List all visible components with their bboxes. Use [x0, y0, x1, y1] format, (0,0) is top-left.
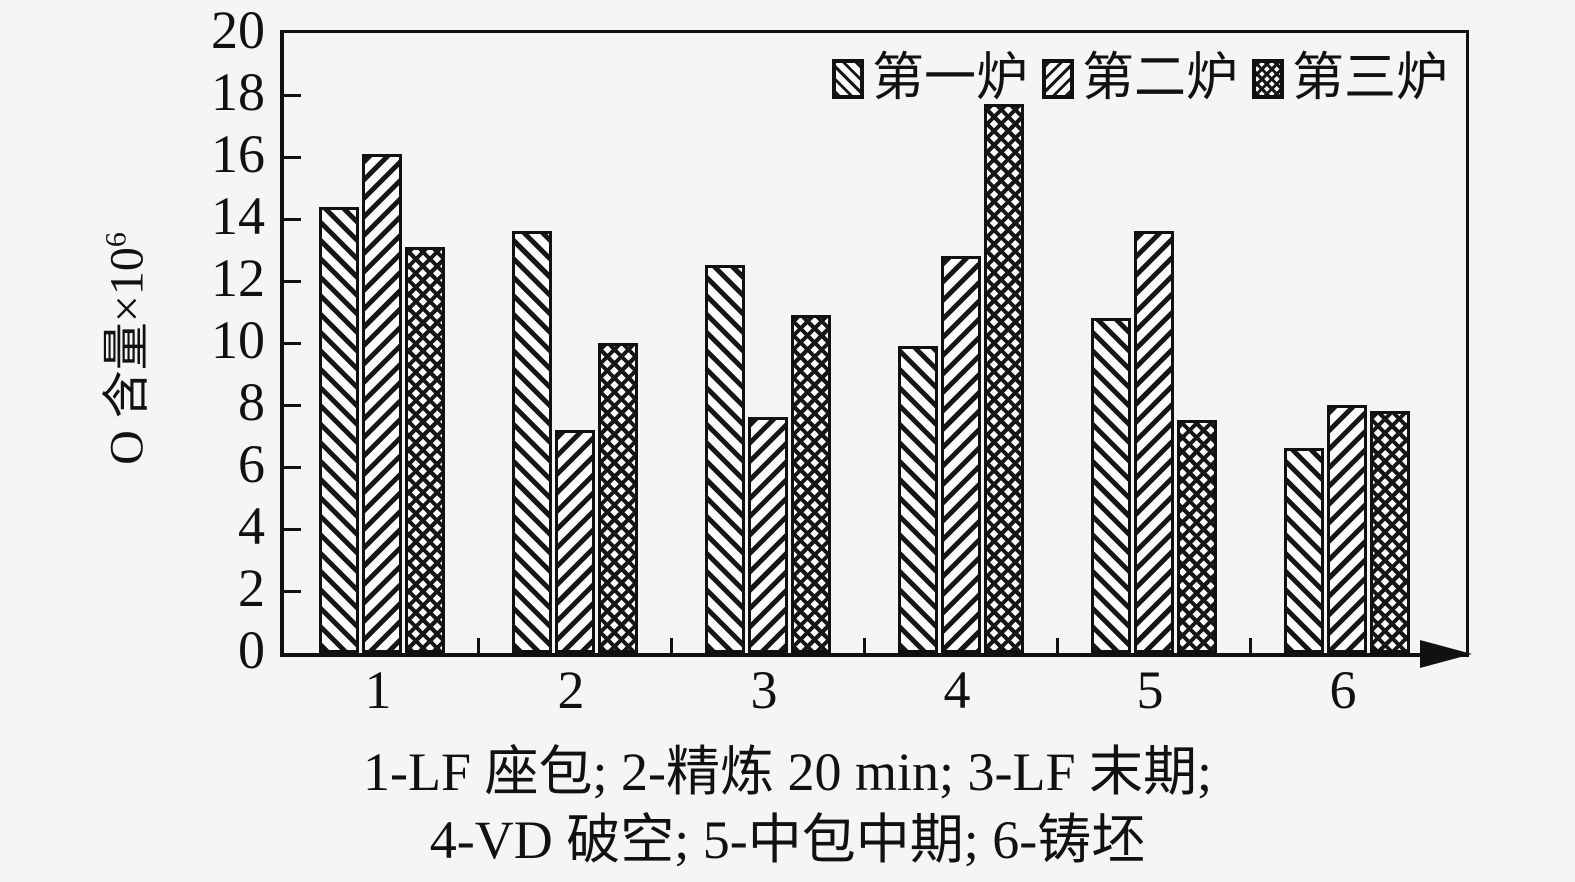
bar-第一炉-category-1 — [319, 207, 359, 653]
legend-marker-dense-crosshatch-icon — [1251, 59, 1284, 99]
y-tick-label: 2 — [238, 558, 265, 618]
y-tick — [284, 403, 301, 407]
legend-marker-diagonal-backslash-hatch-icon — [831, 59, 864, 99]
y-tick — [284, 279, 301, 283]
bar-第三炉-category-6 — [1370, 411, 1410, 653]
legend-label: 第一炉 — [871, 50, 1028, 107]
y-tick — [284, 465, 301, 469]
x-tick — [1056, 638, 1059, 653]
y-tick-label: 14 — [211, 186, 265, 246]
y-tick-label: 20 — [211, 0, 265, 60]
x-category-label: 2 — [557, 660, 585, 720]
x-tick — [670, 638, 673, 653]
y-tick — [284, 589, 301, 593]
y-tick-label: 12 — [211, 248, 265, 308]
y-tick — [284, 93, 301, 97]
y-tick — [284, 527, 301, 531]
bar-第二炉-category-1 — [362, 154, 402, 653]
bar-第三炉-category-5 — [1177, 420, 1217, 653]
x-category-label: 1 — [364, 660, 392, 720]
x-axis-arrow-icon — [1420, 640, 1472, 668]
legend-item-3: 第三炉 — [1251, 50, 1448, 107]
bar-第二炉-category-4 — [941, 256, 981, 653]
legend-label: 第二炉 — [1081, 50, 1238, 107]
bar-第三炉-category-1 — [405, 247, 445, 653]
caption-line-1: 1-LF 座包; 2-精炼 20 min; 3-LF 末期; — [363, 742, 1212, 802]
legend: 第一炉 第二炉 第三炉 — [831, 50, 1448, 107]
x-category-label: 4 — [943, 660, 971, 720]
y-axis-title-text: O 含量×10 — [100, 247, 154, 465]
bar-第三炉-category-2 — [598, 343, 638, 653]
bar-第一炉-category-2 — [512, 231, 552, 653]
bar-第一炉-category-5 — [1091, 318, 1131, 653]
x-category-label: 3 — [750, 660, 778, 720]
y-tick-label: 4 — [238, 496, 265, 556]
bar-第三炉-category-4 — [984, 104, 1024, 653]
bar-第二炉-category-2 — [555, 430, 595, 653]
plot-area: 第一炉 第二炉 第三炉 — [280, 30, 1472, 668]
legend-label: 第三炉 — [1291, 50, 1448, 107]
y-axis-title-exponent: 6 — [99, 232, 133, 248]
caption-line-2: 4-VD 破空; 5-中包中期; 6-铸坯 — [429, 810, 1146, 870]
y-tick-label: 8 — [238, 372, 265, 432]
y-tick-label: 6 — [238, 434, 265, 494]
y-tick-label: 0 — [238, 620, 265, 680]
figure-caption: 1-LF 座包; 2-精炼 20 min; 3-LF 末期; 4-VD 破空; … — [0, 738, 1575, 874]
x-category-label: 5 — [1136, 660, 1164, 720]
y-tick — [284, 217, 301, 221]
y-tick — [284, 155, 301, 159]
bar-第一炉-category-6 — [1284, 448, 1324, 653]
x-tick — [863, 638, 866, 653]
y-tick — [284, 341, 301, 345]
x-category-label: 6 — [1329, 660, 1357, 720]
x-tick — [477, 638, 480, 653]
y-tick-label: 18 — [211, 62, 265, 122]
legend-item-1: 第一炉 — [831, 50, 1028, 107]
bar-第一炉-category-4 — [898, 346, 938, 653]
y-tick-label: 10 — [211, 310, 265, 370]
bar-第二炉-category-5 — [1134, 231, 1174, 653]
bar-第二炉-category-3 — [748, 417, 788, 653]
bar-第三炉-category-3 — [791, 315, 831, 653]
legend-item-2: 第二炉 — [1041, 50, 1238, 107]
y-tick-label: 16 — [211, 124, 265, 184]
y-axis-title: O 含量×106 — [92, 169, 154, 529]
bar-第二炉-category-6 — [1327, 405, 1367, 653]
bar-第一炉-category-3 — [705, 265, 745, 653]
x-tick — [1249, 638, 1252, 653]
legend-marker-diagonal-slash-hatch-icon — [1041, 59, 1074, 99]
